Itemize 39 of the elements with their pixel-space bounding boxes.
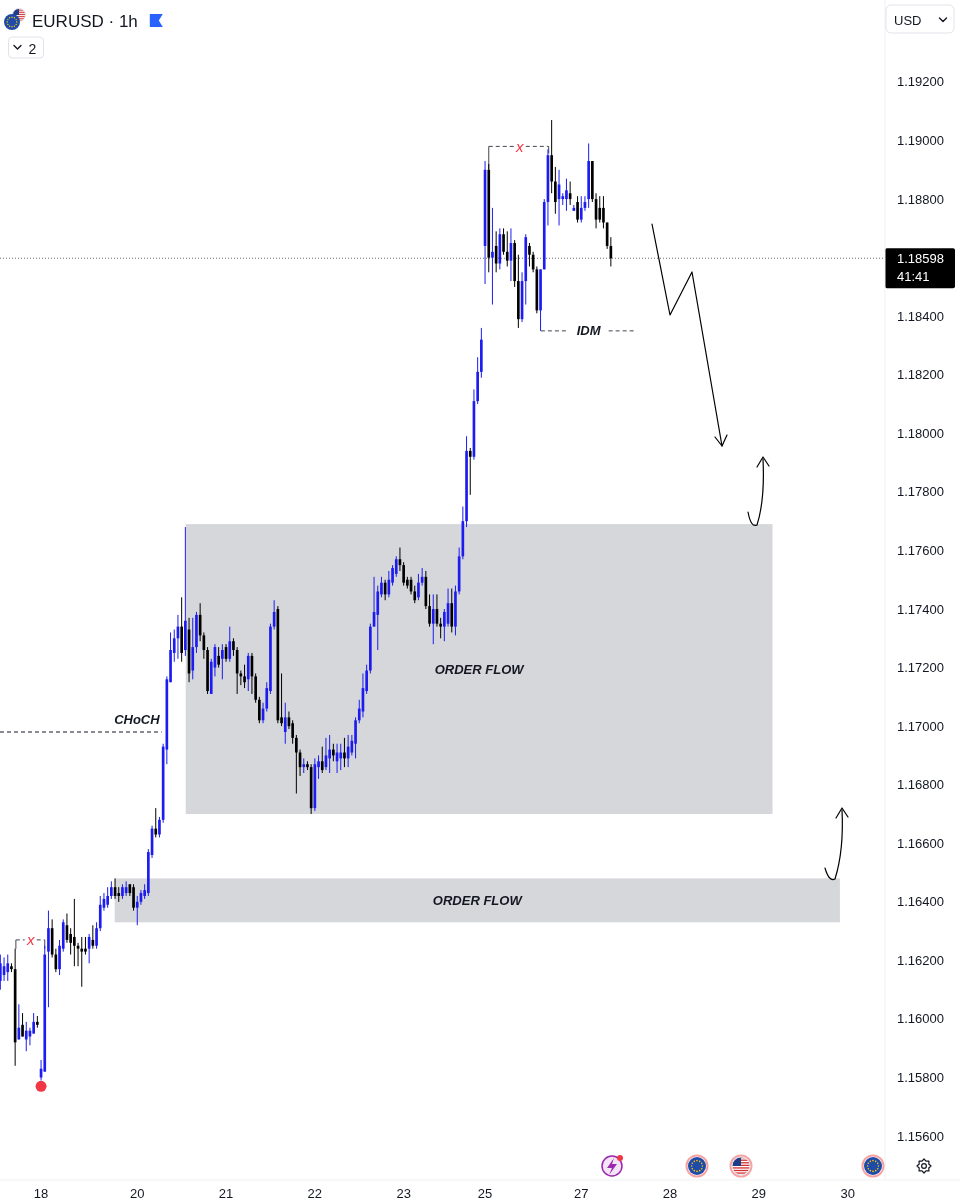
x-tick-label: 27 bbox=[574, 1185, 589, 1200]
y-tick-label: 1.18200 bbox=[897, 367, 944, 383]
x-tick-label: 23 bbox=[396, 1185, 411, 1200]
text: EURUSD · 1h bbox=[32, 11, 138, 31]
ref-line-label: 1.18598 41:41 bbox=[897, 250, 944, 284]
y-tick-label: 1.16600 bbox=[897, 835, 944, 851]
x-tick-label: 25 bbox=[477, 1185, 493, 1200]
x-tick-label: 28 bbox=[662, 1185, 678, 1200]
y-tick-label: 1.18000 bbox=[897, 425, 944, 441]
y-tick-label: 1.15800 bbox=[897, 1070, 944, 1086]
y-tick-label: 1.17800 bbox=[897, 484, 944, 500]
annotation: 2 bbox=[28, 40, 37, 57]
x-tick-label: 21 bbox=[218, 1185, 234, 1200]
y-tick-label: 1.17200 bbox=[897, 660, 944, 676]
y-tick-label: 1.19000 bbox=[897, 133, 944, 149]
x-tick-label: 20 bbox=[130, 1185, 145, 1200]
band-label: ORDER FLOW bbox=[434, 661, 526, 677]
collapse-button: 2 bbox=[8, 36, 44, 59]
y-tick-label: 1.18400 bbox=[897, 308, 944, 324]
x-tick-label: 29 bbox=[751, 1185, 767, 1200]
y-tick-label: 1.19200 bbox=[897, 74, 944, 90]
y-tick-label: 1.18800 bbox=[897, 191, 944, 207]
y-tick-label: 1.17000 bbox=[897, 718, 944, 734]
y-tick-label: 1.17400 bbox=[897, 601, 944, 617]
ref-line-label: x bbox=[25, 931, 35, 949]
x-tick-label: 18 bbox=[33, 1185, 49, 1200]
y-tick-label: 1.15600 bbox=[897, 1128, 944, 1144]
band-label: ORDER FLOW bbox=[432, 892, 524, 908]
x-tick-label: 22 bbox=[307, 1185, 323, 1200]
ref-line-label: IDM bbox=[576, 323, 602, 339]
y-tick-label: 1.17600 bbox=[897, 542, 944, 558]
ref-line-label: CHoCH bbox=[114, 711, 161, 727]
y-tick-label: 1.16800 bbox=[897, 777, 944, 793]
y-tick-label: 1.16000 bbox=[897, 1011, 944, 1027]
currency-dropdown: USD bbox=[885, 4, 955, 34]
y-tick-label: 1.16400 bbox=[897, 894, 944, 910]
y-tick-label: 1.16200 bbox=[897, 952, 944, 968]
ref-line-label: x bbox=[515, 137, 525, 155]
x-tick-label: 30 bbox=[840, 1185, 855, 1200]
